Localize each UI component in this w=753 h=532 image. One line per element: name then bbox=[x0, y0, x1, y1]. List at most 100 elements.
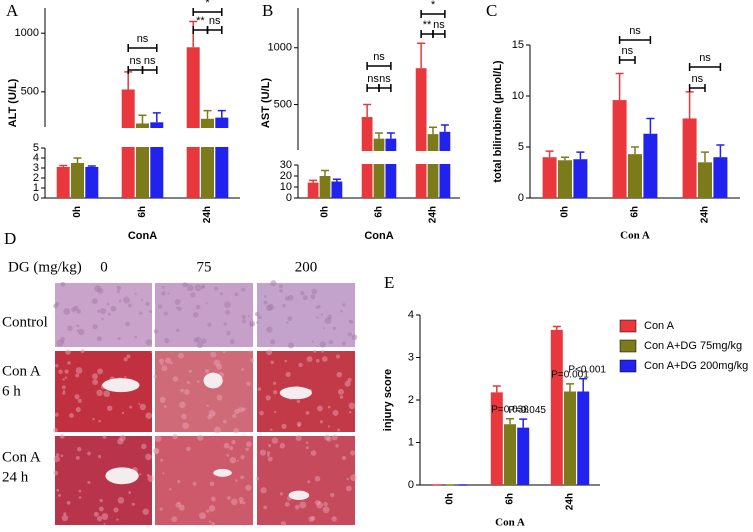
texture bbox=[237, 406, 244, 413]
texture bbox=[153, 374, 157, 379]
axis-break bbox=[46, 128, 241, 147]
significance-label: ** bbox=[196, 15, 205, 27]
texture bbox=[75, 367, 83, 374]
texture bbox=[107, 312, 111, 316]
texture bbox=[344, 380, 351, 387]
significance-label: ns bbox=[130, 55, 142, 67]
texture bbox=[226, 330, 231, 336]
texture bbox=[229, 446, 234, 451]
texture bbox=[78, 489, 82, 493]
texture bbox=[65, 349, 71, 355]
texture bbox=[62, 391, 66, 395]
y-tick-label: 0 bbox=[33, 192, 39, 204]
texture bbox=[326, 436, 332, 442]
texture bbox=[124, 375, 127, 378]
texture bbox=[350, 474, 357, 482]
significance-bracket bbox=[366, 84, 380, 92]
axis-break bbox=[299, 151, 461, 164]
texture bbox=[204, 368, 210, 374]
texture bbox=[195, 304, 201, 310]
texture bbox=[160, 458, 164, 462]
row-label: Control bbox=[2, 314, 48, 330]
texture bbox=[161, 285, 165, 289]
texture bbox=[268, 444, 272, 448]
texture bbox=[226, 454, 230, 457]
error-bar bbox=[492, 385, 501, 393]
panel-letter: D bbox=[4, 229, 16, 248]
texture bbox=[280, 521, 287, 527]
texture bbox=[242, 501, 246, 505]
error-bar bbox=[615, 72, 624, 101]
texture bbox=[270, 339, 276, 345]
texture bbox=[348, 402, 356, 410]
y-tick-label: 10 bbox=[512, 90, 524, 102]
texture bbox=[346, 477, 350, 481]
texture bbox=[78, 496, 82, 499]
texture bbox=[322, 506, 330, 514]
texture bbox=[231, 439, 236, 445]
texture bbox=[216, 394, 223, 401]
bar bbox=[577, 391, 590, 485]
texture bbox=[224, 301, 231, 308]
texture bbox=[62, 390, 66, 393]
texture bbox=[240, 455, 245, 460]
texture bbox=[187, 284, 194, 292]
texture bbox=[314, 475, 321, 482]
bar bbox=[373, 138, 385, 198]
x-tick-label: 0h bbox=[72, 206, 83, 218]
texture bbox=[76, 324, 80, 328]
texture bbox=[263, 300, 268, 305]
histology-image bbox=[257, 283, 355, 347]
texture bbox=[332, 409, 339, 416]
texture bbox=[209, 481, 215, 487]
texture bbox=[259, 410, 264, 416]
texture bbox=[300, 290, 305, 296]
texture bbox=[123, 357, 128, 362]
panel-letter: C bbox=[486, 1, 497, 20]
histology-image bbox=[257, 436, 355, 525]
error-bar bbox=[417, 42, 426, 69]
bar bbox=[628, 154, 642, 198]
texture bbox=[341, 341, 346, 346]
texture bbox=[106, 405, 113, 411]
histology-image bbox=[55, 436, 152, 525]
texture bbox=[101, 317, 104, 321]
texture bbox=[181, 413, 187, 420]
texture bbox=[327, 425, 330, 428]
error-bar bbox=[519, 418, 528, 428]
texture bbox=[128, 303, 132, 308]
texture bbox=[55, 453, 60, 457]
texture bbox=[241, 368, 244, 371]
texture bbox=[56, 488, 60, 492]
significance-bracket bbox=[141, 66, 158, 74]
texture bbox=[78, 328, 85, 336]
bar bbox=[85, 167, 99, 198]
x-tick-label: 24h bbox=[428, 206, 439, 223]
texture bbox=[270, 360, 275, 365]
significance-bracket bbox=[378, 84, 392, 92]
y-axis-label: total bilirubine (μmol/L) bbox=[492, 60, 504, 183]
error-bar bbox=[552, 325, 561, 330]
y-tick-label: 1 bbox=[408, 436, 414, 448]
bar bbox=[558, 160, 572, 198]
significance-bracket bbox=[192, 8, 223, 16]
texture bbox=[119, 434, 126, 442]
p-value-label: P<0.001 bbox=[568, 364, 606, 375]
texture bbox=[213, 426, 221, 434]
texture bbox=[91, 298, 98, 305]
significance-bracket bbox=[127, 66, 144, 74]
texture bbox=[96, 389, 103, 397]
texture bbox=[339, 395, 344, 399]
vessel bbox=[279, 386, 312, 400]
x-tick-label: 6h bbox=[505, 493, 516, 505]
texture bbox=[296, 399, 301, 404]
texture bbox=[154, 435, 162, 443]
texture bbox=[97, 309, 101, 313]
texture bbox=[80, 348, 85, 354]
texture bbox=[66, 501, 71, 505]
significance-label: * bbox=[431, 0, 436, 11]
histology-image bbox=[55, 351, 152, 432]
row-label: 6 h bbox=[2, 383, 21, 399]
texture bbox=[241, 287, 246, 292]
error-bar bbox=[631, 146, 639, 155]
